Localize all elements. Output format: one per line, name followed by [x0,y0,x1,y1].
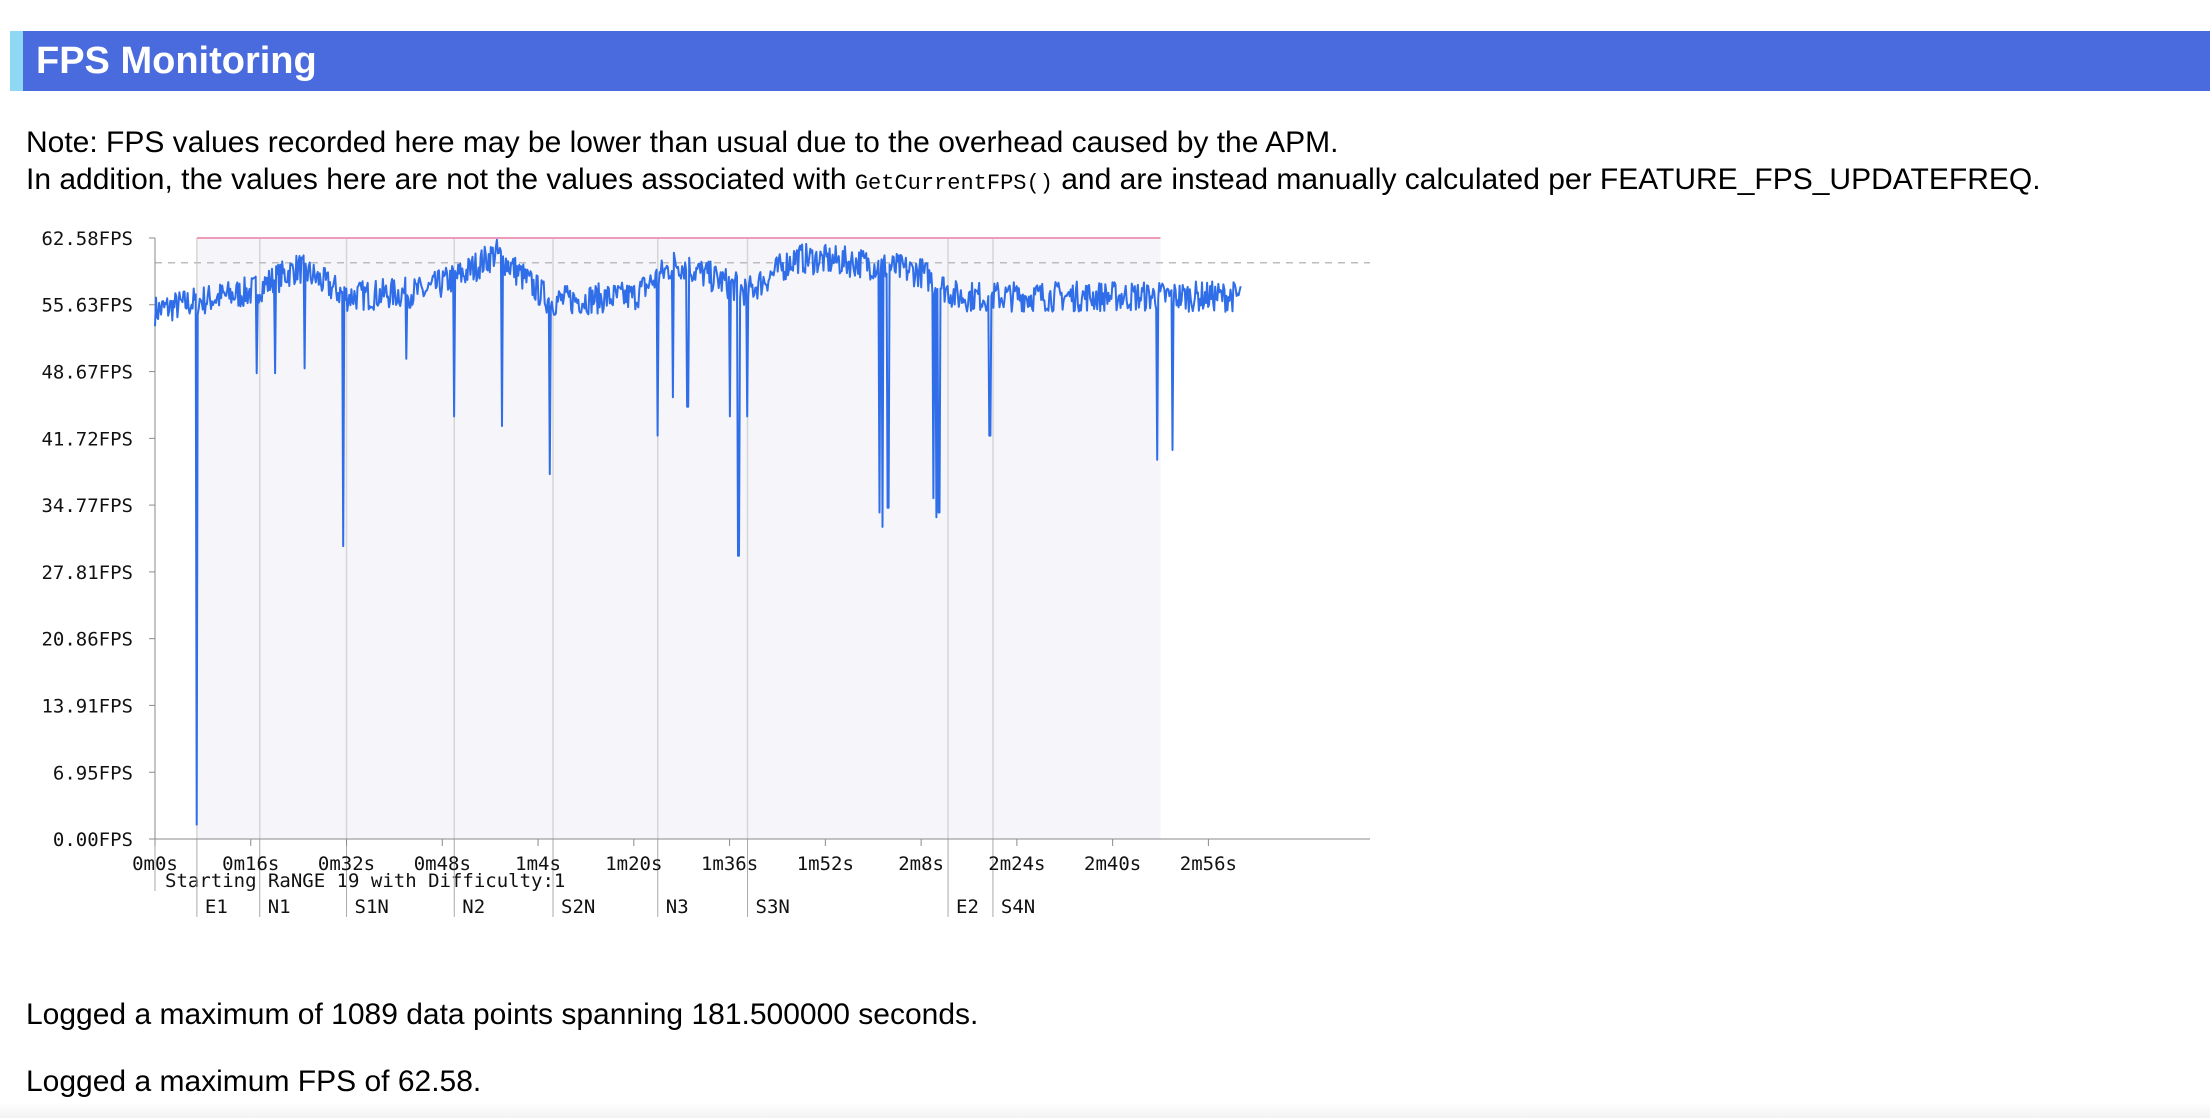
event-label: N1 [268,896,291,918]
note-line-1: Note: FPS values recorded here may be lo… [26,126,1339,159]
x-tick-label: 1m4s [515,853,561,875]
y-tick-label: 55.63FPS [41,295,133,317]
x-tick-label: 2m24s [988,853,1045,875]
y-tick-label: 34.77FPS [41,495,133,517]
x-tick-label: 1m36s [701,853,758,875]
x-tick-label: 2m8s [898,853,944,875]
y-tick-label: 62.58FPS [41,228,133,250]
y-tick-label: 20.86FPS [41,629,133,651]
summary-data-points: Logged a maximum of 1089 data points spa… [26,998,979,1031]
event-label: E2 [956,896,979,918]
y-tick-label: 13.91FPS [41,695,133,717]
y-tick-label: 48.67FPS [41,362,133,384]
section-title: FPS Monitoring [36,40,317,82]
fps-series-line [154,238,1242,826]
x-tick-label: 0m32s [318,853,375,875]
event-label: S3N [756,896,790,918]
event-label: E1 [205,896,228,918]
event-label: N2 [462,896,485,918]
x-tick-label: 0m48s [414,853,471,875]
header-accent-bar [10,31,23,91]
event-label: S4N [1001,896,1035,918]
note-text: Note: FPS values recorded here may be lo… [26,124,2041,202]
fps-chart: Starting RaNGE 19 with Difficulty:1 E1 N1 S… [41,228,1370,918]
event-label: N3 [666,896,689,918]
summary-max-fps: Logged a maximum FPS of 62.58. [26,1065,482,1098]
event-label: Starting RaNGE 19 with Difficulty:1 [165,870,565,892]
x-tick-label: 0m16s [222,853,279,875]
note-line-2-start: In addition, the values here are not the… [26,163,855,196]
x-tick-label: 0m0s [132,853,178,875]
event-label: S2N [561,896,595,918]
note-line-2-end: and are instead manually calculated per … [1052,163,2041,196]
bottom-fade [0,1102,2210,1118]
code-getcurrentfps: GetCurrentFPS() [854,171,1053,196]
section-header: FPS Monitoring [10,31,2210,91]
y-tick-label: 0.00FPS [53,829,133,851]
event-label: S1N [355,896,389,918]
note-line-2: In addition, the values here are not the… [26,161,2041,202]
x-tick-label: 2m40s [1084,853,1141,875]
y-tick-label: 6.95FPS [53,762,133,784]
x-tick-label: 2m56s [1180,853,1237,875]
shaded-range [196,238,1161,839]
y-tick-label: 27.81FPS [41,562,133,584]
x-tick-label: 1m20s [605,853,662,875]
y-tick-label: 41.72FPS [41,428,133,450]
x-tick-label: 1m52s [797,853,854,875]
